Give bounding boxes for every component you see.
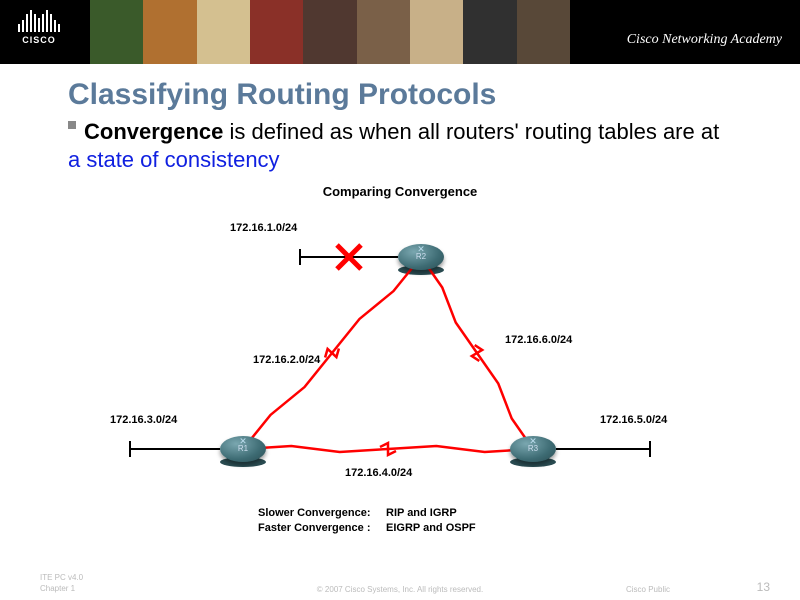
edge-label-0: 172.16.2.0/24: [253, 354, 320, 366]
header-photo: [410, 0, 463, 64]
header-photo: [357, 0, 410, 64]
footer-right: Cisco Public: [626, 585, 670, 594]
slide-content: Classifying Routing Protocols Convergenc…: [0, 64, 800, 600]
router-r3: R3✕: [510, 436, 556, 462]
stub-label-2: 172.16.5.0/24: [600, 414, 667, 426]
header-bar: CISCO Cisco Networking Academy: [0, 0, 800, 64]
network-diagram: Comparing Convergence R2✕R1✕R3✕ 172.16.2…: [110, 184, 690, 544]
header-photo: [250, 0, 303, 64]
router-arrows-icon: ✕: [220, 437, 266, 445]
header-photo: [463, 0, 516, 64]
router-arrows-icon: ✕: [510, 437, 556, 445]
header-photo: [197, 0, 250, 64]
router-r1: R1✕: [220, 436, 266, 462]
footer-left-1: ITE PC v4.0: [40, 573, 83, 583]
cisco-logo: CISCO: [18, 10, 60, 45]
header-photo: [90, 0, 143, 64]
footer-center: © 2007 Cisco Systems, Inc. All rights re…: [0, 585, 800, 594]
bullet-text: Convergence is defined as when all route…: [68, 119, 719, 172]
faster-val: EIGRP and OSPF: [386, 521, 476, 536]
router-arrows-icon: ✕: [398, 245, 444, 253]
faster-key: Faster Convergence :: [258, 521, 386, 536]
diagram-links: [110, 184, 690, 544]
bullet-mid: is defined as when all routers' routing …: [223, 119, 719, 144]
bullet-item: Convergence is defined as when all route…: [68, 118, 728, 173]
header-photo: [303, 0, 356, 64]
cisco-logo-text: CISCO: [18, 35, 60, 45]
header-photo: [517, 0, 570, 64]
academy-label: Cisco Networking Academy: [627, 32, 782, 48]
bullet-marker: [68, 121, 76, 129]
header-photo: [143, 0, 196, 64]
slide-title: Classifying Routing Protocols: [68, 78, 496, 112]
edge-label-1: 172.16.6.0/24: [505, 334, 572, 346]
bullet-blue: a state of consistency: [68, 147, 280, 172]
router-r2: R2✕: [398, 244, 444, 270]
bullet-bold: Convergence: [84, 119, 223, 144]
convergence-notes: Slower Convergence: RIP and IGRP Faster …: [258, 506, 476, 537]
stub-label-1: 172.16.3.0/24: [110, 414, 177, 426]
stub-label-0: 172.16.1.0/24: [230, 222, 297, 234]
page-number: 13: [757, 580, 770, 594]
header-photo-strip: [90, 0, 570, 64]
slower-key: Slower Convergence:: [258, 506, 386, 521]
slower-val: RIP and IGRP: [386, 506, 457, 521]
edge-label-2: 172.16.4.0/24: [345, 467, 412, 479]
